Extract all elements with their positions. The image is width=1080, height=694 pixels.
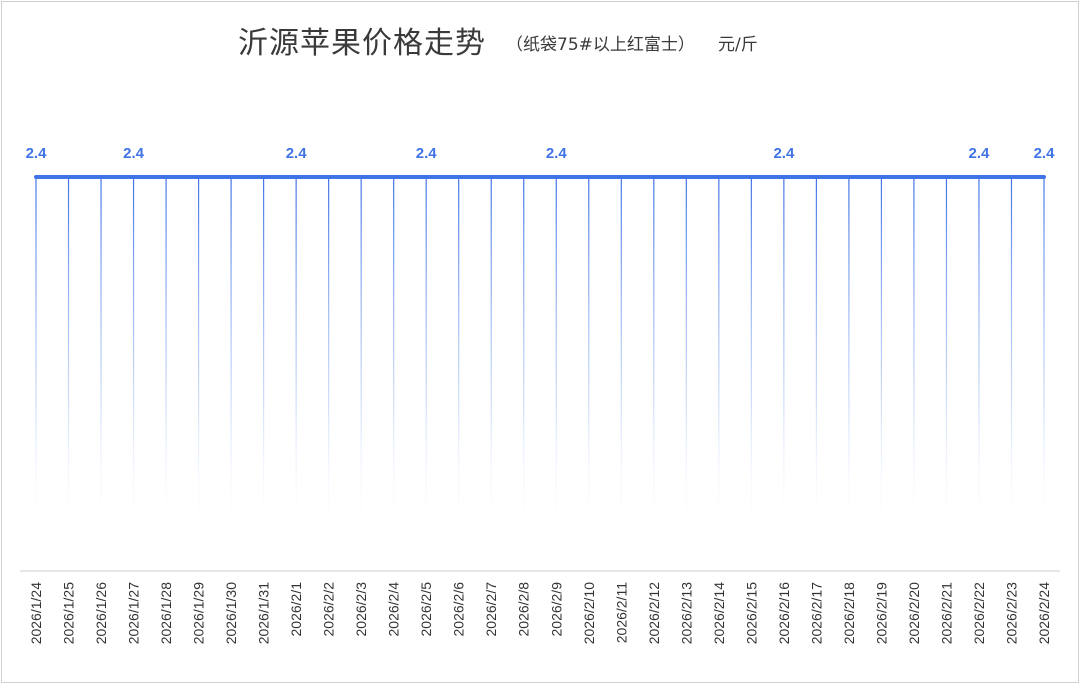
drop-line <box>425 177 427 543</box>
chart-header: 沂源苹果价格走势 （纸袋75#以上红富士） 元/斤 <box>0 16 1080 61</box>
drop-line <box>750 177 752 543</box>
drop-line <box>295 177 297 543</box>
drop-line <box>458 177 460 543</box>
drop-line <box>100 177 102 543</box>
drop-line <box>263 177 265 543</box>
drop-line <box>328 177 330 543</box>
data-label: 2.4 <box>416 145 438 162</box>
data-label: 2.4 <box>123 145 145 162</box>
x-tick-label: 2026/2/18 <box>841 582 857 644</box>
x-tick-label: 2026/2/13 <box>678 582 694 644</box>
drop-line <box>523 177 525 543</box>
data-labels: 2.4 2.4 2.4 2.4 2.4 2.4 2.4 2.4 <box>26 145 1056 162</box>
drop-line <box>620 177 622 543</box>
data-label: 2.4 <box>546 145 568 162</box>
drop-line <box>393 177 395 543</box>
drop-line <box>913 177 915 543</box>
x-tick-label: 2026/1/29 <box>191 582 207 644</box>
drop-line <box>848 177 850 543</box>
chart-title: 沂源苹果价格走势 <box>238 26 486 61</box>
chart-unit: 元/斤 <box>718 35 758 55</box>
x-tick-label: 2026/2/5 <box>418 582 434 637</box>
data-label: 2.4 <box>286 145 308 162</box>
x-tick-label: 2026/2/1 <box>288 582 304 637</box>
drop-lines <box>35 177 1045 543</box>
data-label: 2.4 <box>969 145 991 162</box>
x-tick-label: 2026/1/26 <box>93 582 109 644</box>
drop-line <box>588 177 590 543</box>
drop-line <box>197 177 200 543</box>
chart-subtitle: （纸袋75#以上红富士） <box>506 35 695 55</box>
drop-line <box>230 177 232 543</box>
x-tick-label: 2026/1/27 <box>126 582 142 644</box>
drop-line <box>815 177 817 543</box>
x-tick-label: 2026/2/4 <box>386 582 402 637</box>
drop-line <box>1043 177 1045 543</box>
drop-line <box>978 177 980 543</box>
x-tick-label: 2026/2/7 <box>483 582 499 637</box>
drop-line <box>783 177 785 543</box>
x-tick-label: 2026/2/6 <box>451 582 467 637</box>
x-tick-label: 2026/2/21 <box>938 582 954 644</box>
drop-line <box>945 177 948 543</box>
drop-line <box>718 177 720 543</box>
drop-line <box>555 177 557 543</box>
data-label: 2.4 <box>26 145 48 162</box>
x-tick-label: 2026/1/25 <box>61 582 77 644</box>
drop-line <box>490 177 492 543</box>
x-tick-label: 2026/2/2 <box>321 582 337 637</box>
x-tick-label: 2026/2/15 <box>743 582 759 644</box>
drop-line <box>1010 177 1013 543</box>
x-tick-label: 2026/2/16 <box>776 582 792 644</box>
x-tick-label: 2026/2/3 <box>353 582 369 637</box>
drop-line <box>165 177 167 543</box>
x-tick-label: 2026/2/22 <box>971 582 987 644</box>
x-tick-label: 2026/1/30 <box>223 582 239 644</box>
drop-line <box>67 177 70 543</box>
x-tick-label: 2026/1/24 <box>28 582 44 644</box>
x-tick-label: 2026/2/14 <box>711 582 727 644</box>
x-tick-label: 2026/2/9 <box>548 582 564 637</box>
x-tick-label: 2026/2/17 <box>808 582 824 644</box>
x-tick-label: 2026/2/20 <box>906 582 922 644</box>
x-tick-label: 2026/2/24 <box>1036 582 1052 644</box>
x-tick-label: 2026/2/23 <box>1003 582 1019 644</box>
data-label: 2.4 <box>1034 145 1056 162</box>
x-tick-label: 2026/2/11 <box>613 582 629 643</box>
x-tick-label: 2026/2/19 <box>873 582 889 644</box>
drop-line <box>653 177 655 543</box>
x-tick-label: 2026/2/12 <box>646 582 662 644</box>
drop-line <box>35 177 37 543</box>
drop-line <box>880 177 883 543</box>
x-tick-label: 2026/2/10 <box>581 582 597 644</box>
x-tick-label: 2026/1/28 <box>158 582 174 644</box>
x-axis-tick-labels: 2026/1/24 2026/1/25 2026/1/26 2026/1/27 2026… <box>28 582 1052 645</box>
x-tick-label: 2026/1/31 <box>256 582 272 644</box>
drop-line <box>132 177 135 543</box>
x-tick-label: 2026/2/8 <box>516 582 532 637</box>
drop-line <box>685 177 687 543</box>
drop-line <box>360 177 362 543</box>
data-label: 2.4 <box>773 145 795 162</box>
